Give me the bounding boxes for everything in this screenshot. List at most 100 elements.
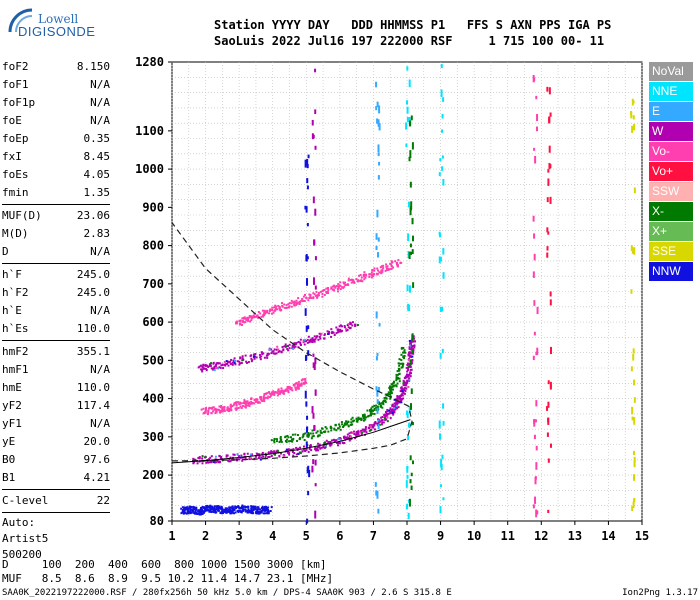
echo-point — [358, 274, 361, 277]
echo-point — [235, 322, 238, 325]
echo-point — [357, 416, 360, 419]
echo-point — [233, 512, 236, 515]
echo-point — [214, 461, 217, 464]
echo-point — [192, 506, 195, 509]
echo-point — [353, 430, 356, 433]
param-row-fof2: foF2 8.150 — [2, 58, 110, 76]
echo-point — [261, 309, 264, 312]
echo-point — [288, 343, 291, 346]
echo-point — [207, 411, 210, 414]
echo-point — [389, 407, 392, 410]
echo-point — [271, 308, 274, 311]
interference-point — [438, 420, 441, 429]
echo-point — [393, 402, 396, 405]
echo-point — [198, 511, 201, 514]
echo-point — [278, 307, 281, 310]
echo-point — [302, 340, 305, 343]
echo-point — [204, 409, 207, 412]
echo-point — [182, 508, 185, 511]
echo-point — [342, 425, 345, 428]
interference-point — [410, 115, 413, 121]
echo-point — [389, 410, 392, 413]
echo-point — [396, 400, 399, 403]
interference-point — [312, 134, 315, 139]
echo-point — [269, 392, 272, 395]
echo-point — [274, 451, 277, 454]
interference-point — [378, 123, 381, 131]
echo-point — [343, 285, 346, 288]
echo-point — [287, 387, 290, 390]
echo-point — [397, 398, 400, 401]
footer-distance-row: D 100 200 400 600 800 1000 1500 3000 [km… — [2, 558, 327, 571]
echo-point — [348, 439, 351, 442]
echo-point — [276, 345, 279, 348]
legend-sse: SSE — [649, 242, 693, 261]
echo-point — [393, 384, 396, 387]
interference-point — [409, 120, 412, 126]
echo-point — [316, 446, 319, 449]
echo-point — [400, 359, 403, 362]
echo-point — [289, 448, 292, 451]
echo-point — [364, 276, 367, 279]
echo-point — [248, 511, 251, 514]
ionogram-chart: 1 2 3 4 5 6 7 8 9 10 11 12 13 14 158020030040050060070… — [135, 55, 649, 543]
echo-point — [276, 394, 279, 397]
echo-point — [271, 451, 274, 454]
echo-point — [327, 332, 330, 335]
echo-point — [405, 383, 408, 386]
echo-point — [394, 260, 397, 263]
echo-point — [352, 419, 355, 422]
echo-point — [230, 512, 233, 515]
param-value: 23.06 — [76, 209, 110, 222]
echo-point — [270, 455, 273, 458]
echo-point — [323, 442, 326, 445]
interference-point — [307, 465, 310, 470]
y-tick-label: 500 — [142, 353, 164, 367]
echo-point — [207, 412, 210, 415]
echo-point — [279, 436, 282, 439]
echo-point — [389, 387, 392, 390]
echo-point — [250, 505, 253, 508]
interference-point — [440, 64, 443, 68]
param-row-fof1: foF1 N/A — [2, 76, 110, 94]
echo-point — [378, 420, 381, 423]
echo-point — [194, 458, 197, 461]
echo-point — [290, 438, 293, 441]
echo-point — [257, 316, 260, 319]
echo-point — [253, 402, 256, 405]
echo-point — [385, 263, 388, 266]
echo-point — [259, 358, 262, 361]
echo-point — [413, 340, 416, 343]
echo-point — [262, 507, 265, 510]
echo-point — [298, 437, 301, 440]
echo-point — [338, 284, 341, 287]
echo-point — [203, 411, 206, 414]
echo-point — [344, 436, 347, 439]
interference-point — [312, 353, 315, 357]
echo-point — [197, 456, 200, 459]
echo-point — [188, 511, 191, 514]
echo-point — [288, 440, 291, 443]
interference-point — [407, 303, 410, 311]
interference-point — [307, 325, 310, 330]
echo-point — [386, 268, 389, 271]
echo-point — [376, 405, 379, 408]
echo-point — [274, 390, 277, 393]
echo-point — [251, 402, 254, 405]
echo-point — [264, 506, 267, 509]
echo-point — [243, 316, 246, 319]
echo-point — [215, 362, 218, 365]
interference-point — [377, 237, 380, 242]
echo-point — [211, 406, 214, 409]
echo-point — [251, 317, 254, 320]
echo-point — [319, 337, 322, 340]
echo-point — [373, 412, 376, 415]
echo-point — [293, 303, 296, 306]
echo-point — [412, 335, 415, 338]
echo-point — [377, 422, 380, 425]
echo-point — [404, 376, 407, 379]
echo-point — [344, 327, 347, 330]
echo-point — [198, 513, 201, 516]
echo-point — [363, 273, 366, 276]
echo-point — [238, 360, 241, 363]
